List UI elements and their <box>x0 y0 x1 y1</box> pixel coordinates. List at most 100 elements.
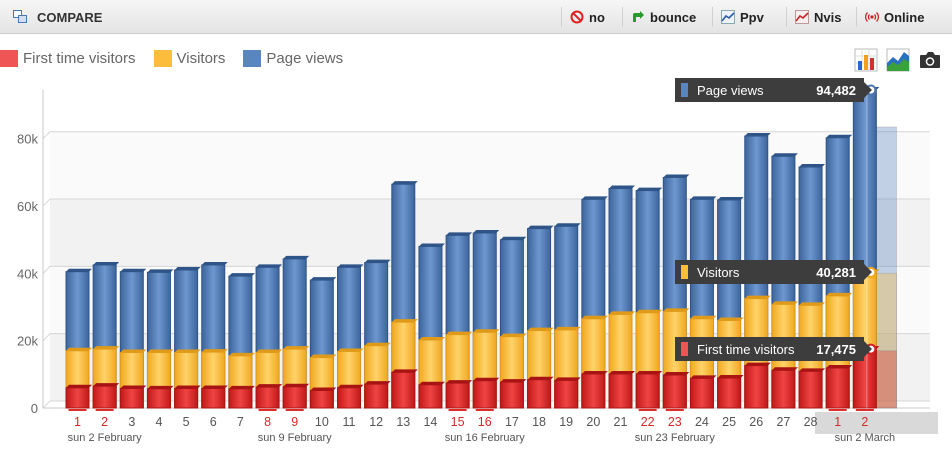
x-tick-label: 27 <box>776 415 790 429</box>
bar-top-page-views <box>690 196 717 200</box>
weekend-marker <box>475 409 494 411</box>
bar-chart-icon[interactable] <box>854 48 878 72</box>
bar-first-time-visitors[interactable] <box>662 374 687 409</box>
bar-first-time-visitors[interactable] <box>65 387 90 409</box>
x-tick-label: 2 <box>861 415 868 429</box>
tooltip-value: 17,475 <box>816 341 856 357</box>
toolbar-title: COMPARE <box>37 10 103 25</box>
week-label: sun 9 February <box>258 432 332 444</box>
bar-first-time-visitors[interactable] <box>717 377 742 409</box>
bar-first-time-visitors[interactable] <box>255 386 280 409</box>
y-tick-label: 40k <box>17 266 38 281</box>
bar-first-time-visitors[interactable] <box>174 387 199 409</box>
bar-top-page-views <box>527 225 554 229</box>
tooltip-visitors: Visitors 40,281 <box>675 260 872 285</box>
bar-first-time-visitors[interactable] <box>445 382 470 409</box>
bar-top-page-views <box>609 185 635 189</box>
bar-top-first-time-visitors <box>174 385 201 389</box>
x-tick-label: 26 <box>749 415 763 429</box>
bar-top-visitors <box>147 349 174 353</box>
legend-swatch <box>243 49 262 67</box>
bar-first-time-visitors[interactable] <box>418 384 443 409</box>
x-tick-label: 2 <box>101 415 108 429</box>
bar-top-first-time-visitors <box>826 364 853 368</box>
x-tick-label: 6 <box>210 415 217 429</box>
bar-top-visitors <box>636 309 663 313</box>
online-button[interactable]: Online <box>856 7 924 27</box>
x-tick-label: 13 <box>396 415 410 429</box>
bar-first-time-visitors[interactable] <box>499 381 524 409</box>
bar-top-first-time-visitors <box>500 379 527 383</box>
bar-first-time-visitors[interactable] <box>282 386 307 409</box>
weekend-marker <box>95 409 114 411</box>
bar-first-time-visitors[interactable] <box>146 388 171 409</box>
bar-first-time-visitors[interactable] <box>554 379 579 409</box>
bar-top-page-views <box>826 134 853 138</box>
bar-first-time-visitors[interactable] <box>744 365 769 409</box>
weekend-marker <box>638 409 657 411</box>
bar-first-time-visitors[interactable] <box>228 388 253 409</box>
bar-first-time-visitors[interactable] <box>201 387 226 409</box>
bar-top-first-time-visitors <box>799 368 826 372</box>
bar-first-time-visitors[interactable] <box>472 380 497 409</box>
ppv-button-label: Ppv <box>740 9 764 25</box>
weekend-marker <box>68 409 87 411</box>
legend-item-page-views[interactable]: Page views <box>243 49 343 67</box>
bar-first-time-visitors[interactable] <box>825 367 850 409</box>
bar-top-visitors <box>418 337 445 341</box>
weekend-marker <box>285 409 304 411</box>
line-chart-red-icon <box>795 10 809 24</box>
bar-top-page-views <box>418 243 445 247</box>
legend-item-first-time-visitors[interactable]: First time visitors <box>0 49 136 67</box>
bar-first-time-visitors[interactable] <box>798 370 823 409</box>
area-chart-icon[interactable] <box>886 48 910 72</box>
bar-top-visitors <box>473 329 500 333</box>
bar-top-first-time-visitors <box>446 380 473 384</box>
bar-top-first-time-visitors <box>717 375 744 379</box>
camera-icon[interactable] <box>918 48 942 72</box>
bar-first-time-visitors[interactable] <box>635 373 660 409</box>
bar-first-time-visitors[interactable] <box>581 373 606 409</box>
bar-top-visitors <box>120 349 147 353</box>
no-button[interactable]: no <box>561 7 605 27</box>
bar-first-time-visitors[interactable] <box>608 373 633 409</box>
x-tick-label: 20 <box>586 415 600 429</box>
bar-top-visitors <box>744 295 771 299</box>
legend-item-visitors[interactable]: Visitors <box>153 49 225 67</box>
x-tick-label: 23 <box>668 415 682 429</box>
compare-icon[interactable] <box>13 10 27 23</box>
bar-top-first-time-visitors <box>391 369 418 373</box>
bounce-button[interactable]: bounce <box>622 7 696 27</box>
y-tick-label: 80k <box>17 132 38 147</box>
gridline-diagonal <box>42 198 51 207</box>
bar-first-time-visitors[interactable] <box>309 389 334 409</box>
bar-top-visitors <box>228 352 255 356</box>
bar-top-page-views <box>201 261 228 265</box>
x-tick-label: 1 <box>74 415 81 429</box>
bar-top-page-views <box>174 267 201 271</box>
bar-first-time-visitors[interactable] <box>119 387 144 409</box>
gridline-diagonal <box>42 131 51 140</box>
x-tick-label: 21 <box>614 415 628 429</box>
bar-first-time-visitors[interactable] <box>92 385 117 409</box>
bar-first-time-visitors[interactable] <box>689 377 714 409</box>
nvis-button[interactable]: Nvis <box>786 7 841 27</box>
bar-first-time-visitors[interactable] <box>391 371 416 409</box>
bar-first-time-visitors[interactable] <box>527 379 552 409</box>
bar-top-page-views <box>256 264 283 268</box>
bar-top-visitors <box>799 302 826 306</box>
bar-top-visitors <box>337 348 364 352</box>
bounce-button-label: bounce <box>650 9 697 25</box>
chart-legend: First time visitors Visitors Page views <box>0 47 361 69</box>
bar-first-time-visitors[interactable] <box>364 383 389 409</box>
bar-top-first-time-visitors <box>527 376 554 380</box>
x-tick-label: 16 <box>478 415 492 429</box>
bar-top-visitors <box>826 292 853 296</box>
ppv-button[interactable]: Ppv <box>712 7 764 27</box>
bar-top-first-time-visitors <box>554 377 581 381</box>
bar-top-page-views <box>799 164 826 168</box>
bar-first-time-visitors[interactable] <box>771 369 796 409</box>
bar-first-time-visitors[interactable] <box>337 387 361 409</box>
bar-top-first-time-visitors <box>473 377 500 381</box>
